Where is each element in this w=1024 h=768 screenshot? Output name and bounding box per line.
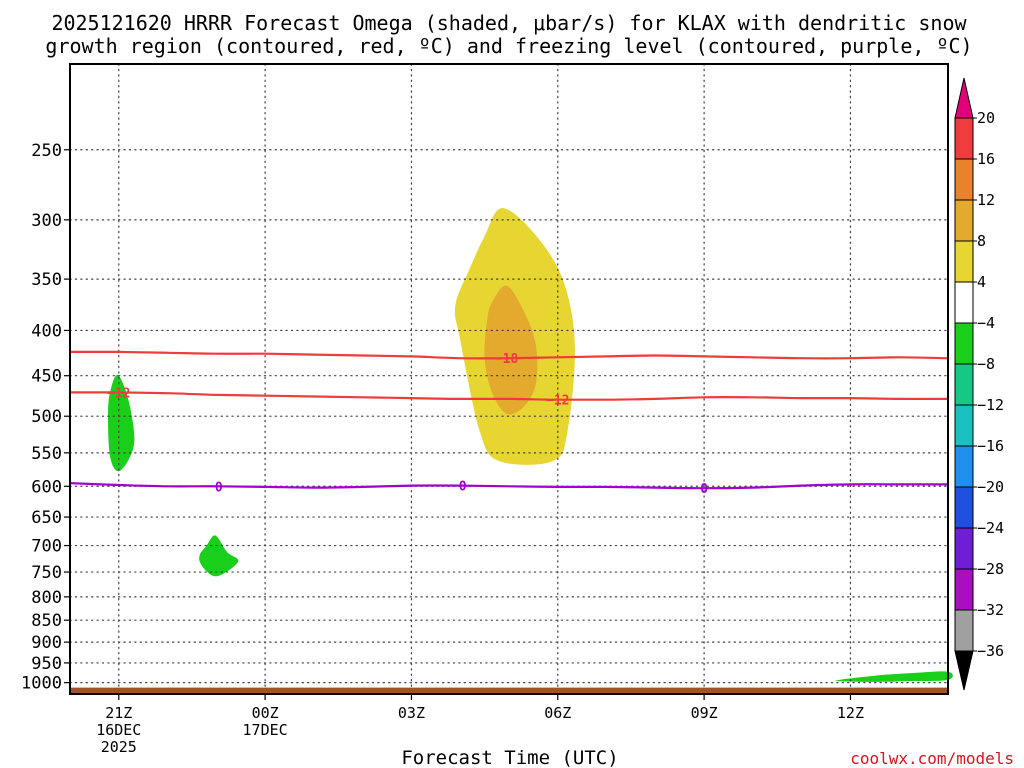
- y-tick-label: 850: [31, 611, 62, 631]
- x-tick-label: 17DEC: [243, 721, 288, 739]
- contour-label: −12: [546, 394, 569, 409]
- contour-label: 0: [700, 482, 708, 497]
- x-tick-label: 00Z: [252, 704, 279, 722]
- colorbar-bottom-arrow: [954, 650, 974, 691]
- contour-label: 0: [459, 480, 467, 495]
- colorbar-top-arrow: [954, 77, 974, 119]
- colorbar-tick-label: 12: [977, 191, 995, 209]
- contour-label: 0: [215, 480, 223, 495]
- colorbar-bin: [954, 404, 974, 447]
- chart-title-line1: 2025121620 HRRR Forecast Omega (shaded, …: [51, 11, 967, 35]
- colorbar-tick-label: −8: [977, 355, 995, 373]
- colorbar-bin: [954, 240, 974, 283]
- y-tick-label: 750: [31, 563, 62, 583]
- x-tick-label: 06Z: [544, 704, 571, 722]
- colorbar-tick-label: −32: [977, 601, 1004, 619]
- colorbar-tick-label: 16: [977, 150, 995, 168]
- omega-region-minus4-left: [108, 374, 135, 472]
- y-tick-label: 400: [31, 321, 62, 341]
- y-axis: 2503003504004505005506006507007508008509…: [21, 141, 70, 694]
- y-tick-label: 1000: [21, 674, 62, 694]
- colorbar-bin: [954, 527, 974, 570]
- x-axis-label: Forecast Time (UTC): [401, 747, 618, 768]
- x-tick-label: 21Z: [105, 704, 132, 722]
- colorbar-tick-label: 20: [977, 109, 995, 127]
- colorbar-tick-label: 8: [977, 232, 986, 250]
- colorbar-bin: [954, 322, 974, 365]
- x-tick-label: 09Z: [691, 704, 718, 722]
- chart-title-line2: growth region (contoured, red, ºC) and f…: [45, 34, 972, 58]
- contour-minus18: [69, 350, 949, 360]
- colorbar-tick-label: −24: [977, 519, 1004, 537]
- x-tick-label: 16DEC: [96, 721, 141, 739]
- y-tick-label: 450: [31, 367, 62, 387]
- y-tick-label: 950: [31, 654, 62, 674]
- contour-zero-freezing-level: [69, 482, 949, 490]
- y-tick-label: 600: [31, 477, 62, 497]
- colorbar-bin: [954, 363, 974, 406]
- x-tick-label: 03Z: [398, 704, 425, 722]
- colorbar-tick-label: −12: [977, 396, 1004, 414]
- colorbar-bin: [954, 117, 974, 160]
- contour-label: −12: [107, 386, 130, 401]
- terrain-ground: [70, 687, 948, 694]
- contour-minus12: [69, 391, 949, 401]
- plot-frame: [69, 63, 949, 695]
- colorbar-tick-label: −16: [977, 437, 1004, 455]
- x-tick-label: 2025: [101, 738, 137, 756]
- colorbar-bin: [954, 486, 974, 529]
- y-tick-label: 650: [31, 508, 62, 528]
- y-tick-label: 300: [31, 211, 62, 231]
- y-tick-label: 500: [31, 407, 62, 427]
- omega-region-plus8-core: [484, 285, 538, 415]
- colorbar-bin: [954, 281, 974, 324]
- colorbar: 20 16 12 8 4 −4 −8 −12 −16 −20 −24 −28 −32 −36: [954, 77, 1004, 691]
- colorbar-bin: [954, 199, 974, 242]
- y-tick-label: 800: [31, 588, 62, 608]
- x-tick-label: 12Z: [837, 704, 864, 722]
- contour-layer: −18 −12 −12 0 0 0: [69, 350, 949, 497]
- colorbar-tick-label: −36: [977, 642, 1004, 660]
- colorbar-bin: [954, 158, 974, 201]
- colorbar-bin: [954, 445, 974, 488]
- contour-label: −18: [495, 352, 519, 367]
- y-tick-label: 700: [31, 537, 62, 557]
- colorbar-tick-label: −4: [977, 314, 995, 332]
- y-tick-label: 550: [31, 444, 62, 464]
- colorbar-bin: [954, 609, 974, 652]
- y-tick-label: 900: [31, 633, 62, 653]
- y-tick-label: 350: [31, 270, 62, 290]
- omega-shading-layer: [108, 208, 953, 682]
- colorbar-tick-label: −20: [977, 478, 1004, 496]
- terrain-layer: [70, 687, 948, 694]
- omega-region-minus4-mid: [199, 535, 239, 577]
- colorbar-tick-label: −28: [977, 560, 1004, 578]
- colorbar-tick-label: 4: [977, 273, 986, 291]
- y-tick-label: 250: [31, 141, 62, 161]
- credit-link[interactable]: coolwx.com/models: [850, 749, 1014, 768]
- colorbar-bin: [954, 568, 974, 611]
- omega-region-minus4-right: [835, 671, 953, 682]
